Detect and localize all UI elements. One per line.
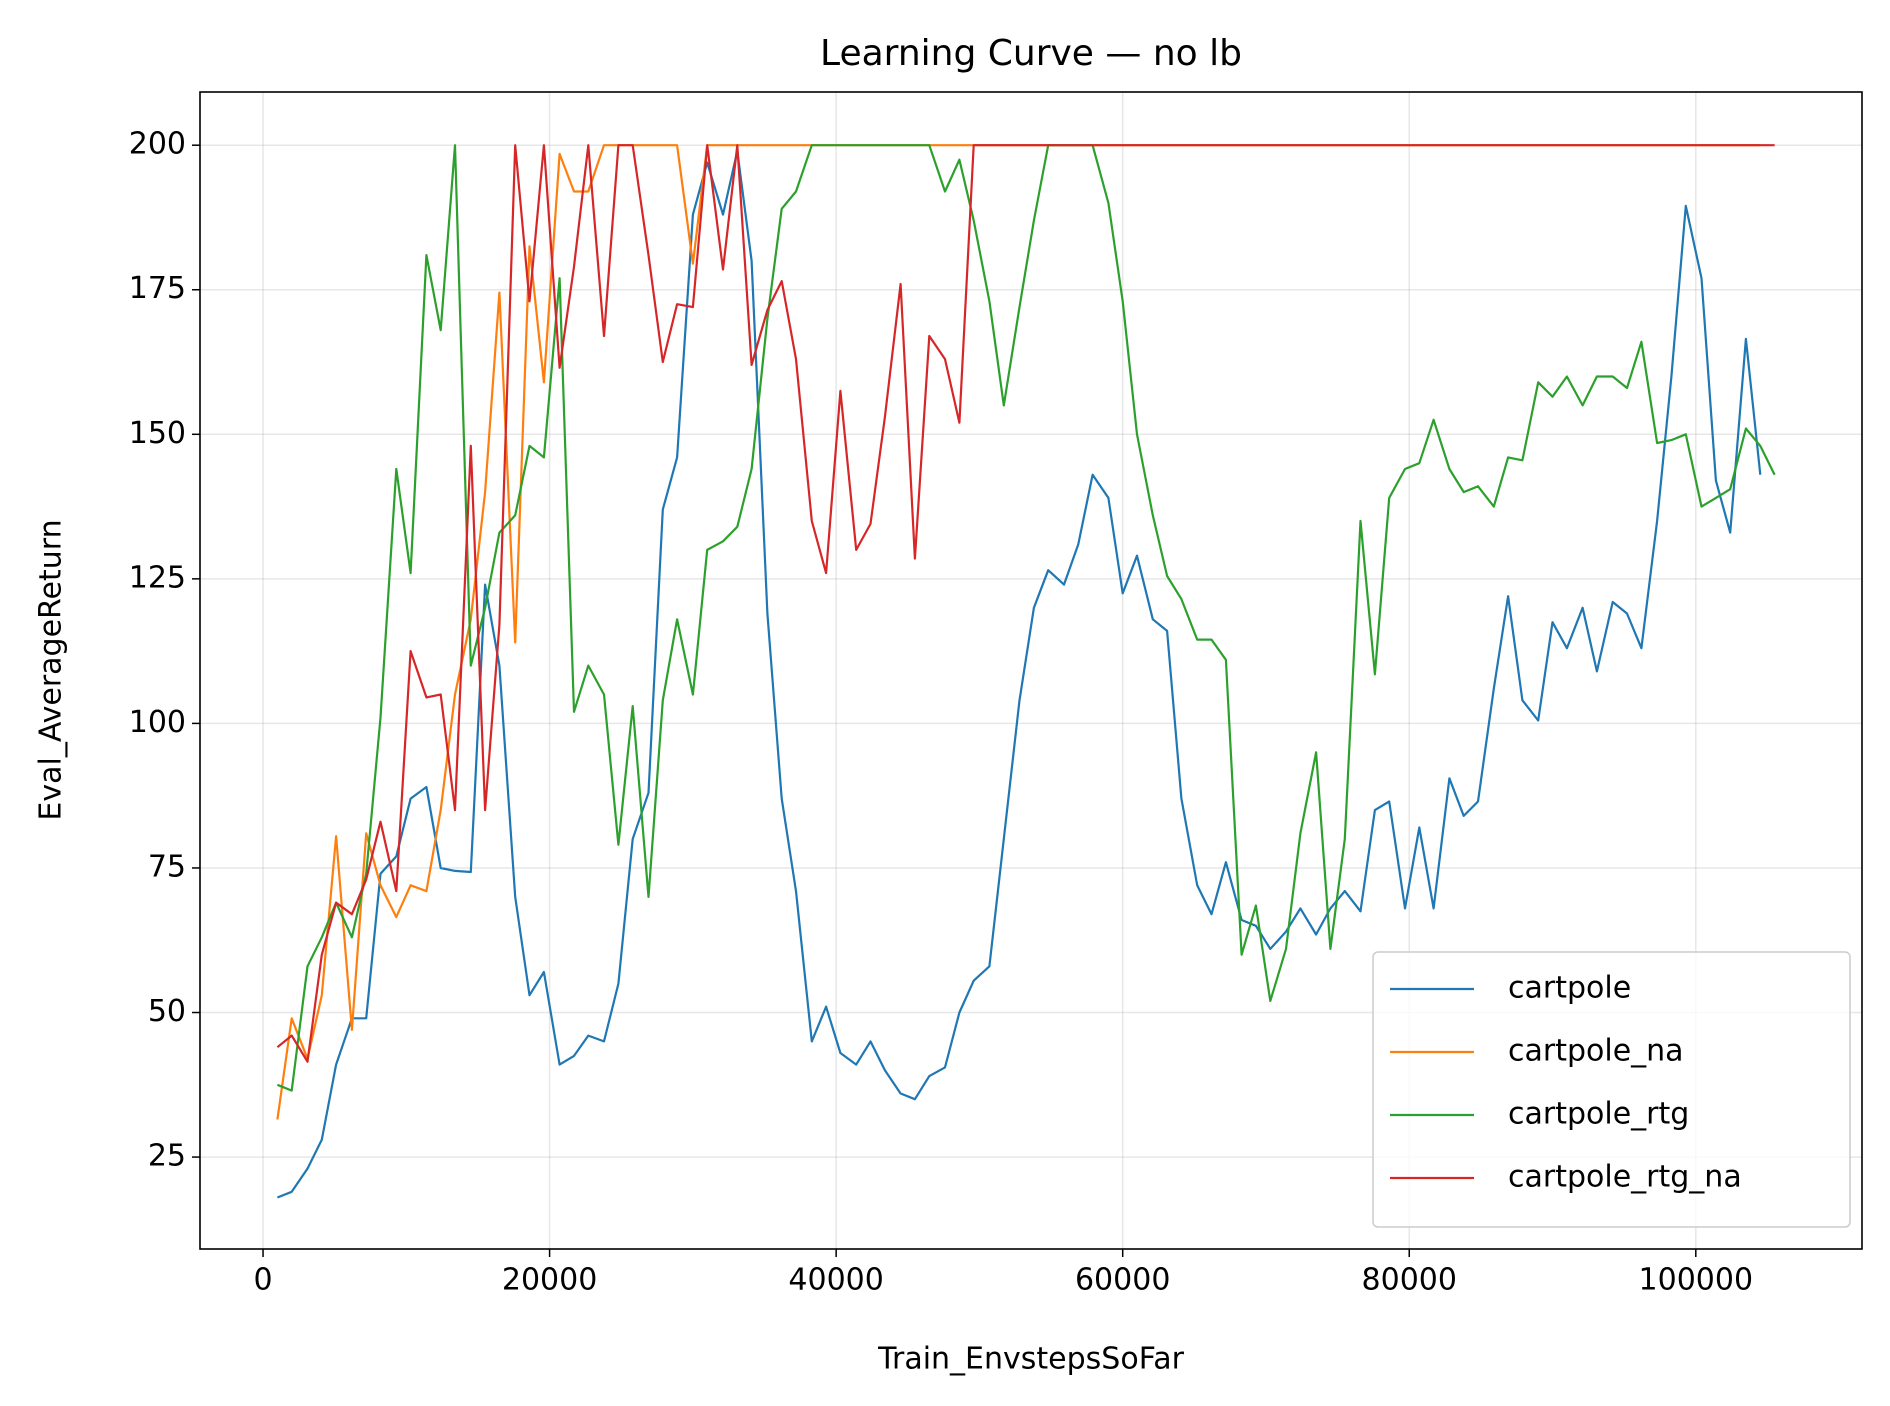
x-tick-label: 20000	[502, 1263, 597, 1298]
line-series	[276, 144, 1775, 1063]
line-series	[276, 149, 1762, 1199]
y-tick-label: 150	[129, 416, 186, 451]
y-tick-label: 75	[148, 849, 186, 884]
legend-label: cartpole_rtg_na	[1508, 1160, 1742, 1195]
x-tick-label: 100000	[1639, 1263, 1754, 1298]
y-tick-label: 100	[129, 705, 186, 740]
y-tick-label: 50	[148, 994, 186, 1029]
legend-box	[1372, 951, 1851, 1228]
x-tick-label: 60000	[1075, 1263, 1170, 1298]
legend-label: cartpole	[1508, 971, 1631, 1006]
x-tick-label: 80000	[1362, 1263, 1457, 1298]
y-tick-label: 25	[148, 1139, 186, 1174]
line-series	[276, 144, 1776, 1092]
y-tick-label: 125	[129, 560, 186, 595]
x-tick-label: 40000	[788, 1263, 883, 1298]
plot-frame	[199, 91, 1863, 1250]
x-tick-label: 0	[253, 1263, 272, 1298]
legend-label: cartpole_rtg	[1508, 1097, 1689, 1132]
x-axis-label: Train_EnvstepsSoFar	[877, 1342, 1185, 1377]
y-tick-label: 200	[129, 127, 186, 162]
y-tick-label: 175	[129, 271, 186, 306]
chart-title: Learning Curve — no lb	[820, 33, 1242, 74]
legend-label: cartpole_na	[1508, 1034, 1684, 1069]
y-axis-label: Eval_AverageReturn	[34, 519, 69, 820]
